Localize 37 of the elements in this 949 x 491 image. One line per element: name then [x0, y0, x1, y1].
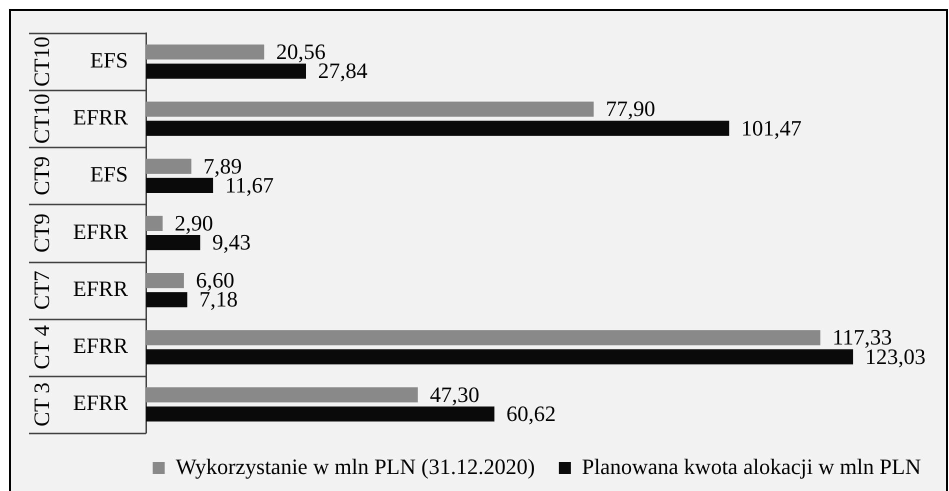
y2-tick-label: CT 3: [28, 382, 54, 427]
y2-tick-label: CT10: [28, 94, 54, 144]
bar: [146, 387, 418, 402]
bar: [146, 273, 184, 288]
bar: [146, 292, 188, 308]
bar: [146, 235, 200, 250]
bar: [146, 64, 306, 79]
legend-label: Wykorzystanie w mln PLN (31.12.2020): [176, 454, 535, 479]
bar: [146, 178, 214, 193]
data-label: 9,43: [212, 230, 251, 255]
y-tick-label: EFS: [90, 162, 128, 187]
bar: [146, 120, 730, 136]
bar: [146, 216, 163, 231]
y-tick-label: EFRR: [72, 218, 128, 244]
y2-tick-label: CT7: [28, 270, 54, 310]
data-label: 2,90: [174, 210, 214, 236]
y-tick-label: EFS: [90, 47, 128, 72]
bar: [146, 406, 494, 422]
y-tick-label: EFRR: [72, 333, 128, 358]
y-tick-label: EFRR: [72, 390, 128, 416]
y2-tick-label: CT9: [28, 213, 54, 253]
bar: [146, 158, 192, 174]
bar: [146, 349, 854, 364]
data-label: 101,47: [741, 115, 802, 140]
data-label: 7,89: [203, 153, 242, 178]
y2-tick-label: CT 4: [28, 325, 54, 370]
y2-tick-label: CT10: [28, 36, 54, 87]
data-label: 77,90: [606, 96, 656, 122]
bar: [146, 44, 264, 60]
data-label: 60,62: [506, 401, 556, 426]
legend-label: Planowana kwota alokacji w mln PLN: [582, 454, 922, 479]
bar: [146, 330, 820, 346]
data-label: 47,30: [430, 382, 480, 407]
y2-tick-label: CT9: [28, 156, 54, 196]
y-tick-label: EFRR: [72, 104, 128, 130]
y-tick-label: EFRR: [72, 276, 128, 301]
bar: [146, 102, 594, 117]
